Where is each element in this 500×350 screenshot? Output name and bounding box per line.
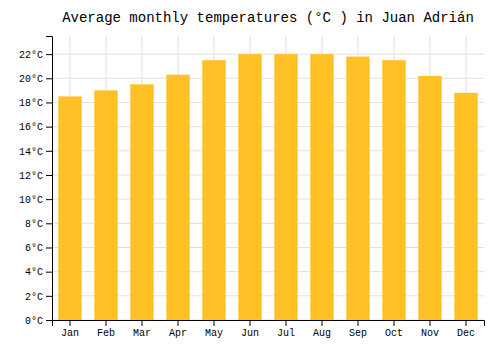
tick: 10°C — [19, 195, 52, 206]
tick: 14°C — [19, 147, 52, 158]
bar — [382, 60, 405, 320]
chart: Average monthly temperatures (°C ) in Ju… — [0, 0, 500, 350]
tick-label: Apr — [169, 328, 187, 339]
tick: Sep — [349, 320, 367, 339]
x-axis: Jan Feb Mar Apr May Jun Jul Aug Sep Oct Nov Dec — [53, 320, 485, 339]
tick-label: Feb — [97, 328, 115, 339]
tick-mark — [178, 320, 179, 326]
tick-label: 22°C — [19, 50, 43, 61]
tick-mark — [46, 320, 52, 321]
tick: 20°C — [19, 74, 52, 85]
tick-mark — [250, 320, 251, 326]
bar — [454, 93, 477, 320]
tick-mark — [46, 272, 52, 273]
tick: 6°C — [25, 243, 52, 254]
tick-mark — [46, 296, 52, 297]
tick-label: Jul — [277, 328, 295, 339]
axis-line — [53, 321, 485, 327]
tick: Jan — [61, 320, 79, 339]
tick: Apr — [169, 320, 187, 339]
tick-mark — [46, 223, 52, 224]
title: Average monthly temperatures (°C ) in Ju… — [62, 10, 474, 26]
tick-label: Jun — [241, 328, 259, 339]
bar — [310, 54, 333, 320]
tick: Feb — [97, 320, 115, 339]
tick-mark — [70, 320, 71, 326]
plot: 0°C 2°C 4°C 6°C 8°C 10°C 12°C 14°C 16°C 18°C 20°C 2… — [19, 36, 485, 339]
tick-label: Dec — [457, 328, 475, 339]
bar — [94, 90, 117, 320]
tick-mark — [46, 199, 52, 200]
bar — [58, 96, 81, 320]
bar — [202, 60, 225, 320]
bar — [130, 84, 153, 320]
tick-mark — [394, 320, 395, 326]
tick: Jun — [241, 320, 259, 339]
tick-mark — [106, 320, 107, 326]
bar — [166, 75, 189, 320]
tick-label: 20°C — [19, 74, 43, 85]
tick-mark — [430, 320, 431, 326]
tick: Mar — [133, 320, 151, 339]
tick-label: 10°C — [19, 195, 43, 206]
tick-label: 18°C — [19, 98, 43, 109]
tick-label: Nov — [421, 328, 439, 339]
tick: 2°C — [25, 292, 52, 303]
tick-label: 12°C — [19, 171, 43, 182]
tick-mark — [322, 320, 323, 326]
tick-label: 2°C — [25, 292, 43, 303]
tick-label: 8°C — [25, 219, 43, 230]
tick-label: 14°C — [19, 147, 43, 158]
tick-mark — [46, 54, 52, 55]
tick: Nov — [421, 320, 439, 339]
bar — [274, 54, 297, 320]
grid-line — [52, 54, 484, 55]
tick-mark — [46, 127, 52, 128]
tick-label: May — [205, 328, 223, 339]
tick-mark — [46, 175, 52, 176]
grid — [52, 36, 484, 320]
tick-label: Jan — [61, 328, 79, 339]
bars — [58, 54, 477, 320]
tick: 12°C — [19, 171, 52, 182]
tick-mark — [46, 151, 52, 152]
tick-mark — [466, 320, 467, 326]
tick-mark — [46, 247, 52, 248]
tick: Jul — [277, 320, 295, 339]
tick-mark — [46, 102, 52, 103]
bar — [346, 57, 369, 320]
tick-label: 4°C — [25, 267, 43, 278]
tick-label: 16°C — [19, 122, 43, 133]
tick-mark — [142, 320, 143, 326]
tick: Aug — [313, 320, 331, 339]
tick: 22°C — [19, 50, 52, 61]
tick-mark — [214, 320, 215, 326]
tick-mark — [286, 320, 287, 326]
tick: 0°C — [25, 316, 52, 327]
bar — [418, 76, 441, 320]
tick: 4°C — [25, 267, 52, 278]
axis-line — [46, 37, 53, 321]
tick: 8°C — [25, 219, 52, 230]
tick: Oct — [385, 320, 403, 339]
tick: 18°C — [19, 98, 52, 109]
tick-label: Mar — [133, 328, 151, 339]
tick-mark — [358, 320, 359, 326]
bar — [238, 54, 261, 320]
tick: 16°C — [19, 122, 52, 133]
tick-label: Aug — [313, 328, 331, 339]
tick-label: 0°C — [25, 316, 43, 327]
tick-label: 6°C — [25, 243, 43, 254]
tick: May — [205, 320, 223, 339]
y-axis: 0°C 2°C 4°C 6°C 8°C 10°C 12°C 14°C 16°C 18°C 20°C 2… — [19, 37, 53, 327]
tick-label: Oct — [385, 328, 403, 339]
tick-label: Sep — [349, 328, 367, 339]
tick-mark — [46, 78, 52, 79]
tick: Dec — [457, 320, 475, 339]
